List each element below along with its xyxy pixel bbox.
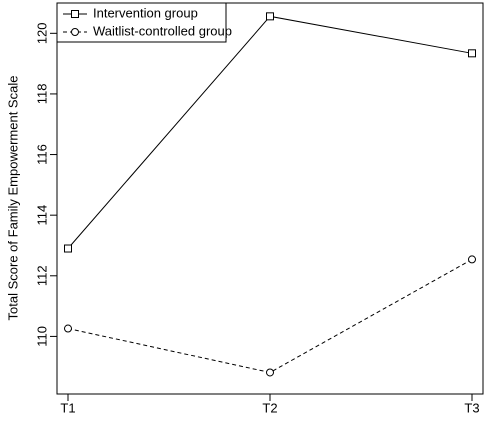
marker [468, 49, 476, 58]
y-tick-label: 116 [34, 144, 49, 165]
x-tick-label: T2 [262, 400, 277, 415]
y-tick-label: 118 [34, 84, 49, 105]
marker [71, 10, 79, 18]
marker [64, 244, 72, 253]
marker [266, 12, 274, 21]
series-line [67, 258, 473, 374]
marker [468, 255, 476, 264]
x-tick-label: T1 [60, 400, 75, 415]
series-line [67, 15, 473, 249]
y-tick-label: 120 [34, 22, 49, 44]
y-tick-label: 112 [34, 265, 49, 286]
y-tick-label: 110 [34, 326, 49, 347]
marker [64, 324, 72, 333]
x-tick-label: T3 [464, 400, 479, 415]
plot-frame [56, 2, 484, 395]
legend-label: Waitlist-controlled group [93, 23, 232, 38]
marker [266, 368, 274, 377]
legend-label: Intervention group [93, 5, 198, 20]
y-axis-label: Total Score of Family Empowerment Scale [5, 76, 20, 321]
marker [71, 28, 79, 36]
y-tick-label: 114 [34, 205, 49, 226]
legend-box [56, 2, 227, 43]
